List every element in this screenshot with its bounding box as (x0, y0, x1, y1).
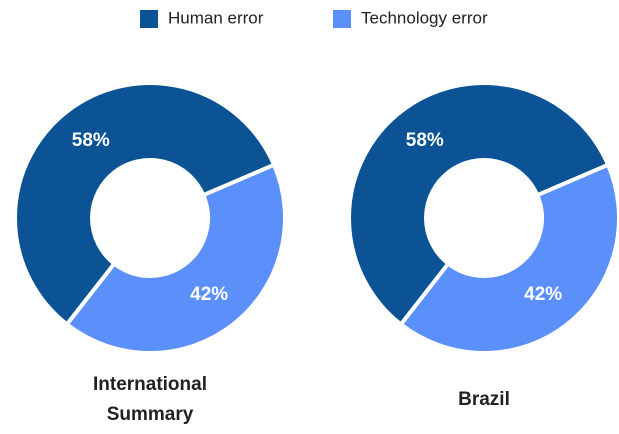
chart-title: Brazil (458, 389, 510, 410)
chart-title: International Summary (92, 374, 207, 425)
data-label: 58% (406, 130, 444, 151)
data-label: 42% (524, 284, 562, 305)
donut-segment (398, 162, 619, 355)
donut-segment (64, 162, 287, 355)
donut-segment (13, 81, 277, 328)
donut-segment (347, 81, 611, 328)
legend-swatch (333, 10, 351, 28)
legend-label: Human error (168, 8, 264, 27)
legend-swatch (140, 10, 158, 28)
data-label: 58% (72, 130, 110, 151)
data-label: 42% (190, 284, 228, 305)
legend-label: Technology error (361, 8, 488, 27)
